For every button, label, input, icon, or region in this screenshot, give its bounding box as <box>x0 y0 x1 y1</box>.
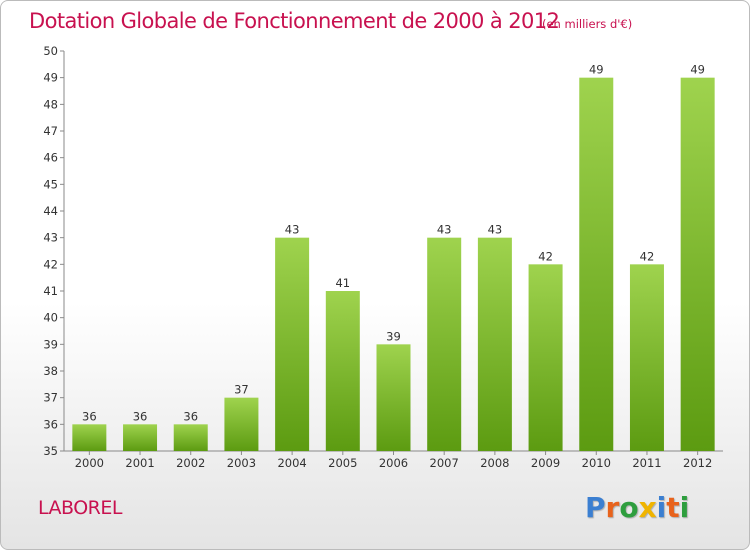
bar-2007 <box>427 237 462 451</box>
bar-2006 <box>376 344 411 451</box>
bar-2008 <box>477 237 512 451</box>
x-tick-label: 2003 <box>227 456 256 470</box>
bar-2000 <box>72 424 107 451</box>
bar-2011 <box>629 264 664 451</box>
data-label: 43 <box>488 223 503 237</box>
y-tick-label: 49 <box>43 71 58 85</box>
data-label: 43 <box>285 223 300 237</box>
x-tick-label: 2008 <box>480 456 509 470</box>
logo-letter: o <box>619 491 639 524</box>
y-tick-label: 45 <box>43 177 58 191</box>
y-tick-label: 36 <box>43 417 58 431</box>
y-tick-label: 44 <box>43 204 58 218</box>
data-label: 36 <box>82 409 97 423</box>
bar-2001 <box>123 424 158 451</box>
x-tick-label: 2001 <box>125 456 154 470</box>
logo-letter: i <box>656 491 667 524</box>
y-axis: 35 36 37 38 39 40 41 42 43 44 45 46 47 48 49 50 <box>43 44 65 458</box>
data-label: 41 <box>335 276 350 290</box>
y-tick-label: 42 <box>43 257 58 271</box>
x-tick-label: 2000 <box>75 456 104 470</box>
x-tick-label: 2007 <box>430 456 459 470</box>
data-label: 49 <box>690 63 705 77</box>
y-tick-label: 39 <box>43 337 58 351</box>
x-tick-label: 2012 <box>683 456 712 470</box>
bar-2002 <box>173 424 208 451</box>
y-tick-label: 37 <box>43 391 58 405</box>
x-tick-label: 2009 <box>531 456 560 470</box>
bar-2003 <box>224 397 259 451</box>
data-label: 43 <box>437 223 452 237</box>
logo-letter: r <box>605 491 620 524</box>
data-labels: 36 36 36 37 43 41 39 43 43 42 49 42 49 <box>82 63 705 424</box>
logo-letter: t <box>666 491 680 524</box>
y-tick-label: 48 <box>43 97 58 111</box>
y-tick-label: 50 <box>43 44 58 58</box>
logo-letter: i <box>679 491 690 524</box>
data-label: 42 <box>640 249 655 263</box>
data-label: 39 <box>386 329 401 343</box>
y-tick-label: 43 <box>43 231 58 245</box>
x-tick-label: 2006 <box>379 456 408 470</box>
data-label: 36 <box>183 409 198 423</box>
chart-title: Dotation Globale de Fonctionnement de 20… <box>29 9 560 33</box>
x-tick-label: 2011 <box>632 456 661 470</box>
y-tick-label: 47 <box>43 124 58 138</box>
x-tick-label: 2004 <box>277 456 306 470</box>
x-tick-label: 2005 <box>328 456 357 470</box>
bar-2012 <box>680 77 715 452</box>
x-tick-label: 2002 <box>176 456 205 470</box>
bars <box>72 77 715 452</box>
y-tick-label: 40 <box>43 311 58 325</box>
proxiti-logo[interactable]: Proxiti <box>585 491 689 524</box>
bar-2009 <box>528 264 563 451</box>
y-tick-label: 35 <box>43 444 58 458</box>
data-label: 42 <box>538 249 553 263</box>
data-label: 36 <box>133 409 148 423</box>
bar-2005 <box>325 291 360 451</box>
y-tick-label: 41 <box>43 284 58 298</box>
chart-subtitle: (en milliers d'€) <box>542 17 633 31</box>
logo-letter: P <box>585 491 606 524</box>
y-tick-label: 38 <box>43 364 58 378</box>
logo-letter: x <box>638 491 657 524</box>
x-tick-label: 2010 <box>582 456 611 470</box>
bar-2004 <box>275 237 310 451</box>
commune-name: LABOREL <box>38 497 122 519</box>
bar-2010 <box>579 77 614 452</box>
data-label: 37 <box>234 383 249 397</box>
x-axis: 2000 2001 2002 2003 2004 2005 2006 2007 2008 2009… <box>64 450 723 470</box>
y-tick-label: 46 <box>43 151 58 165</box>
data-label: 49 <box>589 63 604 77</box>
